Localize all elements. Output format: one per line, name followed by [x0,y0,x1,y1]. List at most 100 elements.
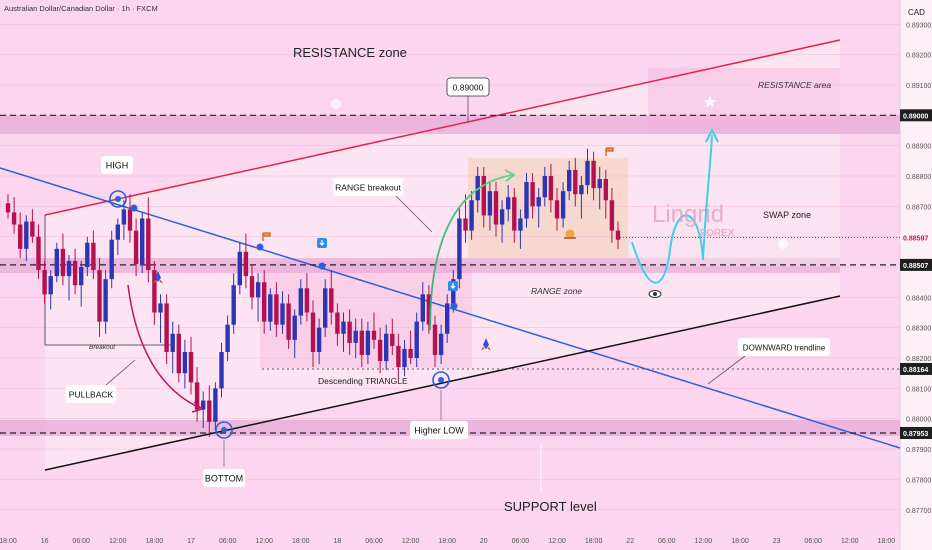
candle-body [597,179,602,189]
price-tick-label: 0.88300 [906,326,931,333]
resistance-zone-label: RESISTANCE zone [293,45,407,60]
candle-body [506,197,511,210]
downward-trendline-label: DOWNWARD trendline [738,338,830,356]
candle-body [603,179,608,201]
candle-body [396,345,401,368]
candle-body [524,182,529,219]
candle-body [341,321,346,334]
candle-body [72,260,78,286]
candle-body [390,333,395,346]
breakout-label: Breakout [89,344,116,351]
flag-marker-icon [605,147,614,156]
candle-body [146,218,151,271]
projection-path [631,134,713,284]
price-tag-label: 0.89000 [446,77,490,97]
candle-body [402,348,407,368]
time-tick-label: 18:00 [0,538,17,545]
candle-body [335,312,340,334]
candle-body [567,169,572,192]
candle-body [219,351,224,389]
support-trendline [44,295,841,471]
candle-body [194,382,200,410]
candle-body [554,200,560,219]
candle-body [188,351,194,383]
time-tick-label: 16 [41,538,49,545]
pullback-arrow [127,284,201,409]
candle-body [438,333,444,356]
rocket-icon [153,271,163,284]
candle-body [329,288,334,313]
high-circle [109,190,127,208]
candle-body [548,175,554,201]
range-breakout-pointer [395,195,433,233]
svg-text:0.89000: 0.89000 [453,83,484,93]
candle-body [536,197,541,207]
time-tick-label: 06:00 [658,538,676,545]
price-axis[interactable]: 0.89300 0.89200 0.89100 0.89000 0.88900 0.888… [900,22,932,515]
candle-body [243,251,249,277]
svg-text:HIGH: HIGH [106,161,129,171]
swap-zone-label: SWAP zone [763,210,811,220]
candle-body [5,203,11,213]
time-tick-label: 18 [334,538,342,545]
candle-body [487,191,493,216]
time-tick-label: 22 [626,538,634,545]
candle-body [133,230,139,264]
candle-body [481,175,486,216]
candle-body [280,303,285,325]
candle-body [54,248,59,277]
candle-body [579,185,584,195]
price-level-tag-label: 0.88507 [903,263,928,270]
time-axis[interactable]: 18:00 16 06:00 12:00 18:00 17 06:00 12:00 18:00 1… [0,538,895,545]
time-tick-label: 06:00 [219,538,237,545]
pullback-pointer [105,359,136,386]
range-breakout-label: RANGE breakout [333,178,403,196]
candle-body [91,242,96,271]
candle-body [353,330,358,343]
candle-body [201,400,206,410]
pullback-arrow-head [191,401,204,413]
price-axis-panel [900,0,932,550]
candle-body [420,294,425,322]
price-level-tag [900,362,932,375]
time-tick-label: 18:00 [878,538,896,545]
higher-low-label: Higher LOW [410,421,468,439]
candle-body [24,221,29,249]
candle-body [249,276,255,298]
candle-body [451,279,456,304]
price-tick-label: 0.87900 [906,447,931,454]
higher-low-circle [432,371,450,389]
watermark-name: Lingrid [652,201,724,228]
candle-body [371,330,377,340]
candle-body [164,303,169,352]
candle-body [414,321,419,359]
candle-body [182,351,188,374]
candle-body [158,303,163,313]
svg-text:PULLBACK: PULLBACK [69,390,114,400]
range-breakout-arrow-head [504,169,516,182]
projection-arrow-head [705,127,719,143]
trend-touch-dot-3 [318,262,326,270]
candle-body [152,270,157,313]
candle-body [268,294,273,322]
time-tick-label: 12:00 [695,538,713,545]
bottom-circle-dot [221,427,227,433]
candle-body [292,315,297,340]
price-tick-label: 0.88700 [906,204,931,211]
high-label: HIGH [101,156,133,174]
candle-body [359,330,364,356]
time-tick-label: 06:00 [365,538,383,545]
chart-title: Australian Dollar/Canadian Dollar · 1h ·… [4,4,158,13]
trend-touch-dot-4 [450,302,458,310]
candle-body [457,218,462,280]
candle-body [469,200,474,231]
candle-body [310,312,316,352]
candle-body [121,209,127,225]
candle-body [274,294,279,325]
candle-body [560,191,566,219]
candle-body [103,279,108,322]
resistance-area-label: RESISTANCE area [758,80,831,90]
higher-low-circle-dot [438,377,444,383]
candle-body [384,333,389,362]
